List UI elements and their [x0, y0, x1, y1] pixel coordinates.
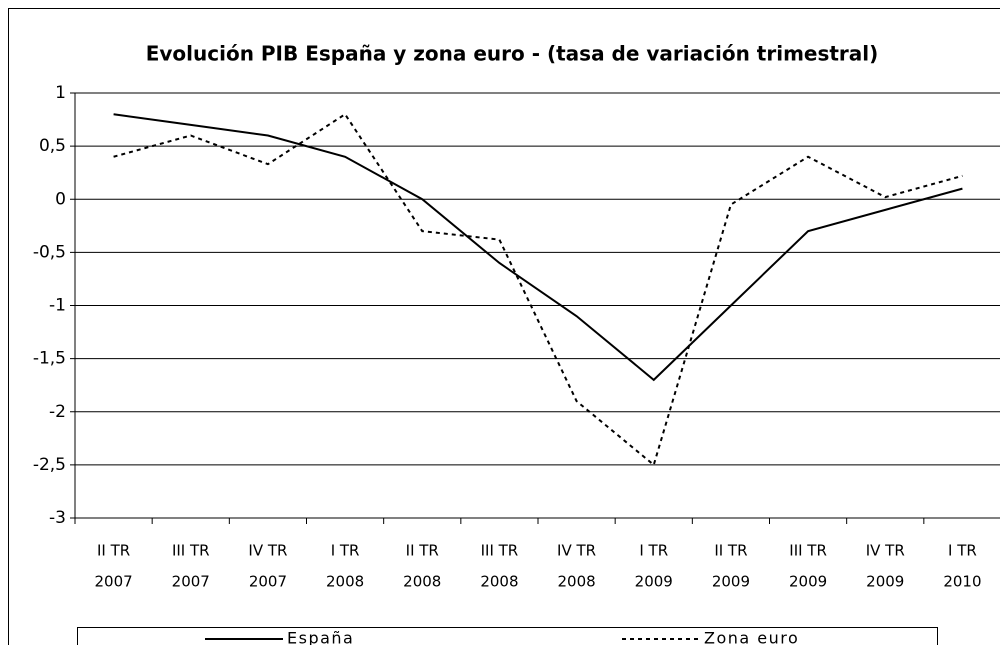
x-tick-label: I TR [639, 542, 668, 560]
x-tick-label: 2008 [326, 573, 364, 591]
legend-label: España [287, 629, 354, 645]
y-tick-label: -2 [49, 402, 66, 422]
y-tick-label: 0,5 [39, 136, 66, 156]
x-tick-label: 2007 [172, 573, 210, 591]
y-tick-label: 1 [55, 83, 66, 103]
y-tick-label: -2,5 [33, 455, 66, 475]
y-tick-label: 0 [55, 189, 66, 209]
x-tick-label: 2009 [635, 573, 673, 591]
y-tick-label: -3 [49, 508, 66, 528]
x-tick-label: 2009 [866, 573, 904, 591]
chart-border [8, 8, 1000, 645]
y-tick-label: -0,5 [33, 242, 66, 262]
legend-box [77, 627, 938, 645]
x-tick-label: 2010 [943, 573, 981, 591]
x-tick-label: I TR [331, 542, 360, 560]
x-tick-label: 2009 [712, 573, 750, 591]
x-tick-label: 2007 [94, 573, 132, 591]
x-tick-label: I TR [948, 542, 977, 560]
x-tick-label: IV TR [248, 542, 287, 560]
x-tick-label: IV TR [557, 542, 596, 560]
x-tick-label: 2009 [789, 573, 827, 591]
y-tick-label: -1 [49, 296, 66, 316]
series-line [113, 112, 963, 467]
x-tick-label: IV TR [866, 542, 905, 560]
chart-title: Evolución PIB España y zona euro - (tasa… [146, 42, 879, 66]
x-tick-label: 2008 [403, 573, 441, 591]
y-tick-label: -1,5 [33, 349, 66, 369]
x-tick-label: III TR [172, 542, 210, 560]
x-tick-label: II TR [406, 542, 439, 560]
x-tick-label: II TR [714, 542, 747, 560]
x-tick-label: II TR [97, 542, 130, 560]
x-tick-label: 2007 [249, 573, 287, 591]
legend-label: Zona euro [704, 629, 799, 645]
x-tick-label: III TR [481, 542, 519, 560]
x-tick-label: 2008 [557, 573, 595, 591]
x-tick-label: III TR [789, 542, 827, 560]
x-tick-label: 2008 [480, 573, 518, 591]
series-line [113, 113, 963, 382]
